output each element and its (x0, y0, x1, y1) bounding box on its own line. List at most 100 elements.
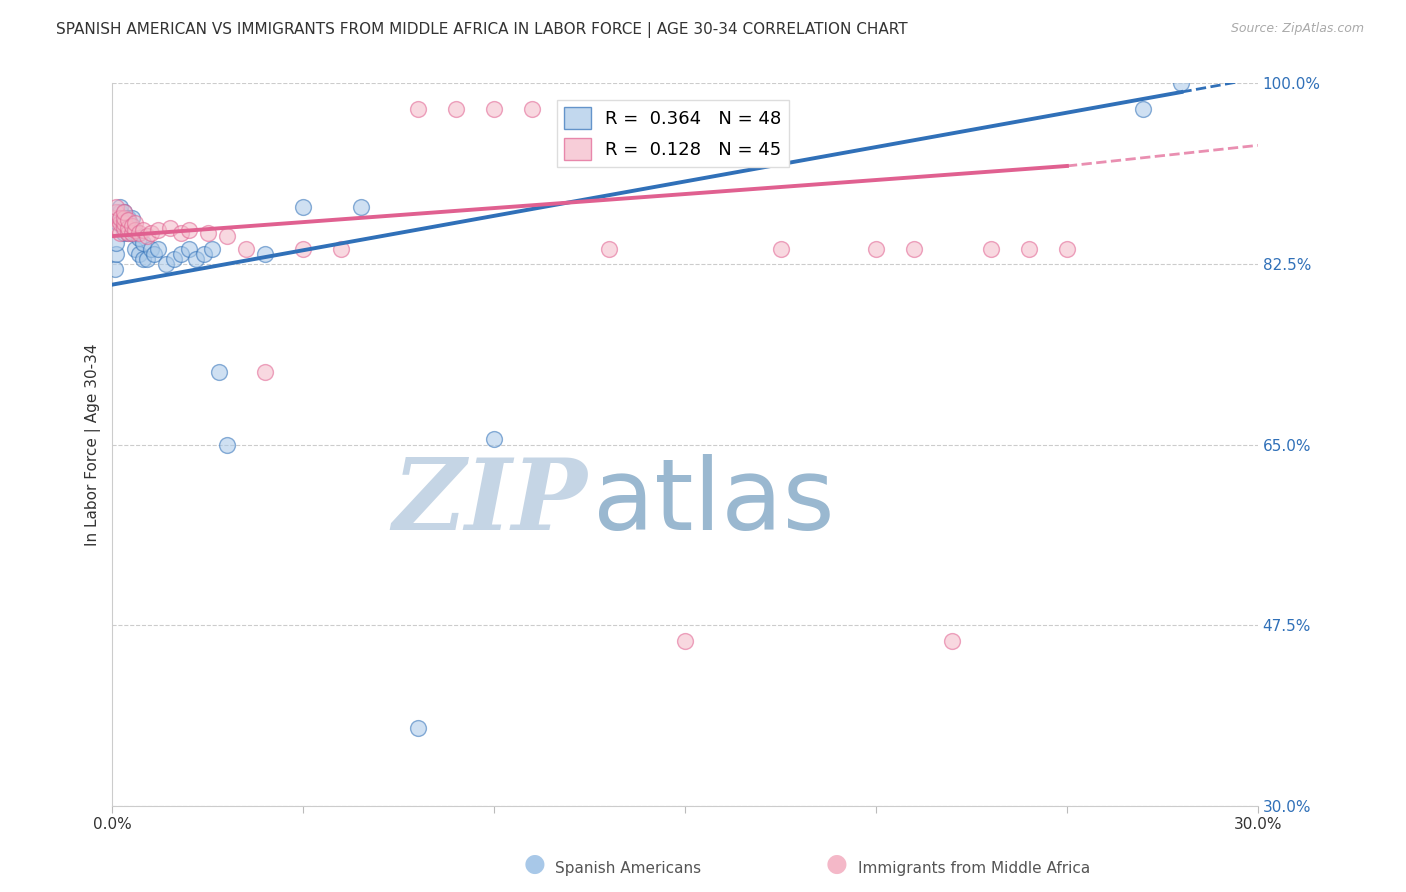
Point (349, 200, 371, 214)
Point (1056, 242, 1078, 256)
Point (330, 242, 353, 256)
Point (903, 242, 925, 256)
Point (143, 246, 166, 260)
Text: Source: ZipAtlas.com: Source: ZipAtlas.com (1230, 22, 1364, 36)
Point (201, 242, 224, 256)
Point (155, 257, 177, 271)
Point (1018, 242, 1040, 256)
Point (104, 262, 127, 277)
Point (215, 437, 238, 451)
Point (177, 223, 200, 237)
Point (105, 236, 128, 251)
Point (117, 220, 139, 235)
Point (235, 242, 257, 256)
Point (112, 220, 135, 235)
Point (941, 633, 963, 648)
Point (114, 220, 136, 235)
Point (128, 231, 150, 245)
Point (598, 242, 620, 256)
Point (444, 102, 467, 116)
Point (108, 211, 131, 225)
Text: ●: ● (523, 852, 546, 876)
Point (711, 102, 734, 116)
Point (132, 252, 155, 266)
Text: ●: ● (825, 852, 848, 876)
Text: SPANISH AMERICAN VS IMMIGRANTS FROM MIDDLE AFRICA IN LABOR FORCE | AGE 30-34 COR: SPANISH AMERICAN VS IMMIGRANTS FROM MIDD… (56, 22, 908, 38)
Point (148, 242, 170, 256)
Point (193, 246, 215, 260)
Point (673, 633, 696, 648)
Point (112, 220, 135, 235)
Point (112, 216, 135, 230)
Point (406, 721, 429, 735)
Point (105, 200, 128, 214)
Point (121, 211, 143, 225)
Point (107, 220, 129, 235)
Point (128, 246, 150, 260)
Text: ZIP: ZIP (392, 454, 588, 550)
Legend: R =  0.364   N = 48, R =  0.128   N = 45: R = 0.364 N = 48, R = 0.128 N = 45 (557, 100, 789, 167)
Y-axis label: In Labor Force | Age 30-34: In Labor Force | Age 30-34 (86, 343, 101, 546)
Point (112, 211, 135, 225)
Point (118, 216, 141, 230)
Point (139, 226, 162, 240)
Point (117, 212, 139, 227)
Point (117, 226, 139, 240)
Point (124, 242, 146, 256)
Point (177, 242, 200, 256)
Point (1132, 102, 1154, 116)
Point (865, 242, 887, 256)
Point (522, 102, 544, 116)
Point (406, 102, 429, 116)
Point (128, 226, 150, 240)
Point (124, 216, 146, 230)
Point (111, 216, 134, 230)
Point (1170, 77, 1192, 91)
Point (170, 226, 193, 240)
Point (484, 433, 506, 447)
Point (121, 219, 143, 233)
Point (162, 252, 184, 266)
Point (108, 205, 131, 219)
Point (103, 211, 125, 225)
Point (108, 226, 131, 240)
Point (484, 102, 506, 116)
Point (186, 252, 208, 266)
Point (108, 216, 131, 230)
Point (598, 102, 620, 116)
Text: atlas: atlas (593, 454, 835, 550)
Point (121, 226, 143, 240)
Text: Spanish Americans: Spanish Americans (555, 861, 702, 876)
Point (170, 246, 193, 260)
Point (124, 226, 146, 240)
Point (105, 205, 128, 219)
Point (108, 200, 131, 214)
Point (117, 226, 139, 240)
Point (112, 211, 135, 225)
Point (112, 205, 135, 219)
Point (980, 242, 1002, 256)
Point (208, 365, 231, 379)
Point (292, 200, 315, 214)
Point (132, 223, 155, 237)
Point (197, 226, 219, 240)
Point (215, 229, 238, 244)
Point (107, 216, 129, 230)
Point (108, 211, 131, 225)
Point (124, 223, 146, 237)
Point (135, 252, 157, 266)
Point (254, 246, 277, 260)
Point (135, 229, 157, 244)
Point (117, 211, 139, 225)
Point (769, 242, 792, 256)
Point (148, 223, 170, 237)
Point (121, 226, 143, 240)
Point (117, 220, 139, 235)
Point (292, 242, 315, 256)
Point (139, 242, 162, 256)
Point (112, 205, 135, 219)
Point (132, 236, 155, 251)
Point (159, 220, 181, 235)
Point (112, 226, 135, 240)
Point (121, 220, 143, 235)
